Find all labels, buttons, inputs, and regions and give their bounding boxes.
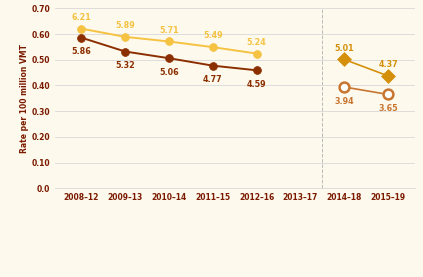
Text: 5.71: 5.71 [159,25,179,35]
Text: 3.94: 3.94 [335,97,354,106]
Point [209,45,216,49]
Point [341,57,348,62]
Text: 3.65: 3.65 [379,104,398,113]
Text: 5.86: 5.86 [71,47,91,56]
Text: 4.59: 4.59 [247,80,266,89]
Point [253,68,260,73]
Text: 4.37: 4.37 [379,60,398,69]
Point [166,39,173,44]
Point [209,63,216,68]
Point [122,35,129,39]
Text: 5.06: 5.06 [159,68,179,77]
Point [341,85,348,89]
Text: 5.49: 5.49 [203,31,222,40]
Text: 5.89: 5.89 [115,21,135,30]
Point [166,56,173,60]
Text: 5.32: 5.32 [115,61,135,70]
Point [385,74,392,78]
Point [122,49,129,54]
Text: 5.24: 5.24 [247,38,266,47]
Point [385,92,392,97]
Y-axis label: Rate per 100 million VMT: Rate per 100 million VMT [19,44,29,153]
Text: 4.77: 4.77 [203,75,222,84]
Text: 6.21: 6.21 [71,13,91,22]
Point [78,35,85,40]
Text: 5.01: 5.01 [335,43,354,53]
Point [78,26,85,31]
Point [253,51,260,56]
